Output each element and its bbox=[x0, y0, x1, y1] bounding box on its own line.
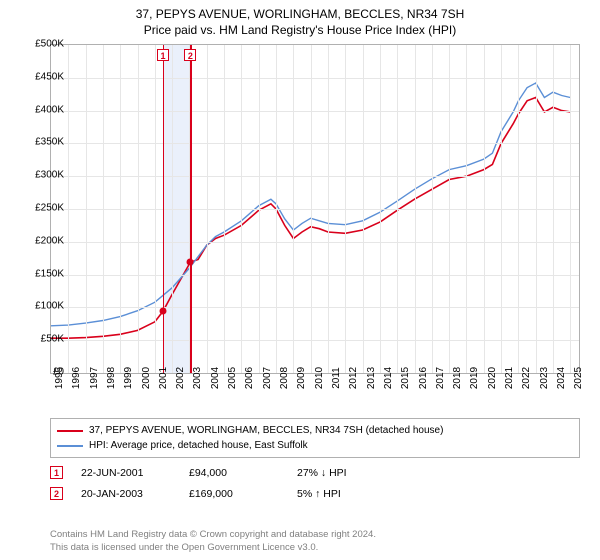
xtick-label: 2005 bbox=[227, 367, 238, 389]
ytick-label: £300K bbox=[35, 170, 64, 181]
annotation-marker-2: 2 bbox=[50, 487, 63, 500]
xtick-label: 1995 bbox=[54, 367, 65, 389]
footnote-line2: This data is licensed under the Open Gov… bbox=[50, 542, 580, 554]
xtick-label: 2006 bbox=[244, 367, 255, 389]
xtick-label: 2001 bbox=[158, 367, 169, 389]
chart-title: 37, PEPYS AVENUE, WORLINGHAM, BECCLES, N… bbox=[0, 0, 600, 38]
annotations: 1 22-JUN-2001 £94,000 27% ↓ HPI 2 20-JAN… bbox=[50, 458, 580, 500]
marker-box: 2 bbox=[184, 49, 196, 61]
legend-row-price: 37, PEPYS AVENUE, WORLINGHAM, BECCLES, N… bbox=[57, 423, 573, 438]
annotation-pct-1: 27% ↓ HPI bbox=[297, 467, 387, 479]
xtick-label: 2022 bbox=[521, 367, 532, 389]
xtick-label: 1996 bbox=[71, 367, 82, 389]
ytick-label: £500K bbox=[35, 39, 64, 50]
xtick-label: 2011 bbox=[331, 367, 342, 389]
legend-label-hpi: HPI: Average price, detached house, East… bbox=[89, 438, 308, 453]
annotation-date-2: 20-JAN-2003 bbox=[81, 488, 171, 500]
chart-plot-area: 12 bbox=[50, 44, 580, 374]
xtick-label: 2014 bbox=[383, 367, 394, 389]
annotation-row-1: 1 22-JUN-2001 £94,000 27% ↓ HPI bbox=[50, 466, 580, 479]
annotation-marker-1: 1 bbox=[50, 466, 63, 479]
xtick-label: 2016 bbox=[418, 367, 429, 389]
ytick-label: £150K bbox=[35, 268, 64, 279]
xtick-label: 2003 bbox=[192, 367, 203, 389]
annotation-pct-2: 5% ↑ HPI bbox=[297, 488, 387, 500]
xtick-label: 2007 bbox=[262, 367, 273, 389]
xtick-label: 2024 bbox=[556, 367, 567, 389]
xtick-label: 2002 bbox=[175, 367, 186, 389]
xtick-label: 2019 bbox=[469, 367, 480, 389]
marker-line bbox=[163, 45, 164, 373]
xtick-label: 2015 bbox=[400, 367, 411, 389]
legend-label-price: 37, PEPYS AVENUE, WORLINGHAM, BECCLES, N… bbox=[89, 423, 443, 438]
ytick-label: £350K bbox=[35, 137, 64, 148]
xtick-label: 2000 bbox=[141, 367, 152, 389]
annotation-date-1: 22-JUN-2001 bbox=[81, 467, 171, 479]
legend: 37, PEPYS AVENUE, WORLINGHAM, BECCLES, N… bbox=[50, 418, 580, 458]
xtick-label: 2012 bbox=[348, 367, 359, 389]
ytick-label: £250K bbox=[35, 203, 64, 214]
annotation-price-1: £94,000 bbox=[189, 467, 279, 479]
legend-row-hpi: HPI: Average price, detached house, East… bbox=[57, 438, 573, 453]
footnote: Contains HM Land Registry data © Crown c… bbox=[50, 529, 580, 554]
xtick-label: 1999 bbox=[123, 367, 134, 389]
ytick-label: £50K bbox=[41, 334, 64, 345]
data-point bbox=[160, 308, 167, 315]
marker-box: 1 bbox=[157, 49, 169, 61]
marker-line bbox=[190, 45, 191, 373]
xtick-label: 2009 bbox=[296, 367, 307, 389]
legend-swatch-hpi bbox=[57, 445, 83, 447]
ytick-label: £200K bbox=[35, 235, 64, 246]
xtick-label: 2008 bbox=[279, 367, 290, 389]
xtick-label: 1997 bbox=[89, 367, 100, 389]
ytick-label: £450K bbox=[35, 71, 64, 82]
xtick-label: 2018 bbox=[452, 367, 463, 389]
ytick-label: £100K bbox=[35, 301, 64, 312]
title-line1: 37, PEPYS AVENUE, WORLINGHAM, BECCLES, N… bbox=[0, 6, 600, 22]
annotation-row-2: 2 20-JAN-2003 £169,000 5% ↑ HPI bbox=[50, 487, 580, 500]
xtick-label: 2004 bbox=[210, 367, 221, 389]
xtick-label: 2020 bbox=[487, 367, 498, 389]
legend-swatch-price bbox=[57, 430, 83, 432]
xtick-label: 2021 bbox=[504, 367, 515, 389]
xtick-label: 1998 bbox=[106, 367, 117, 389]
footnote-line1: Contains HM Land Registry data © Crown c… bbox=[50, 529, 580, 541]
ytick-label: £400K bbox=[35, 104, 64, 115]
data-point bbox=[187, 259, 194, 266]
xtick-label: 2023 bbox=[539, 367, 550, 389]
xtick-label: 2013 bbox=[366, 367, 377, 389]
xtick-label: 2025 bbox=[573, 367, 584, 389]
title-line2: Price paid vs. HM Land Registry's House … bbox=[0, 22, 600, 38]
annotation-price-2: £169,000 bbox=[189, 488, 279, 500]
xtick-label: 2010 bbox=[314, 367, 325, 389]
xtick-label: 2017 bbox=[435, 367, 446, 389]
